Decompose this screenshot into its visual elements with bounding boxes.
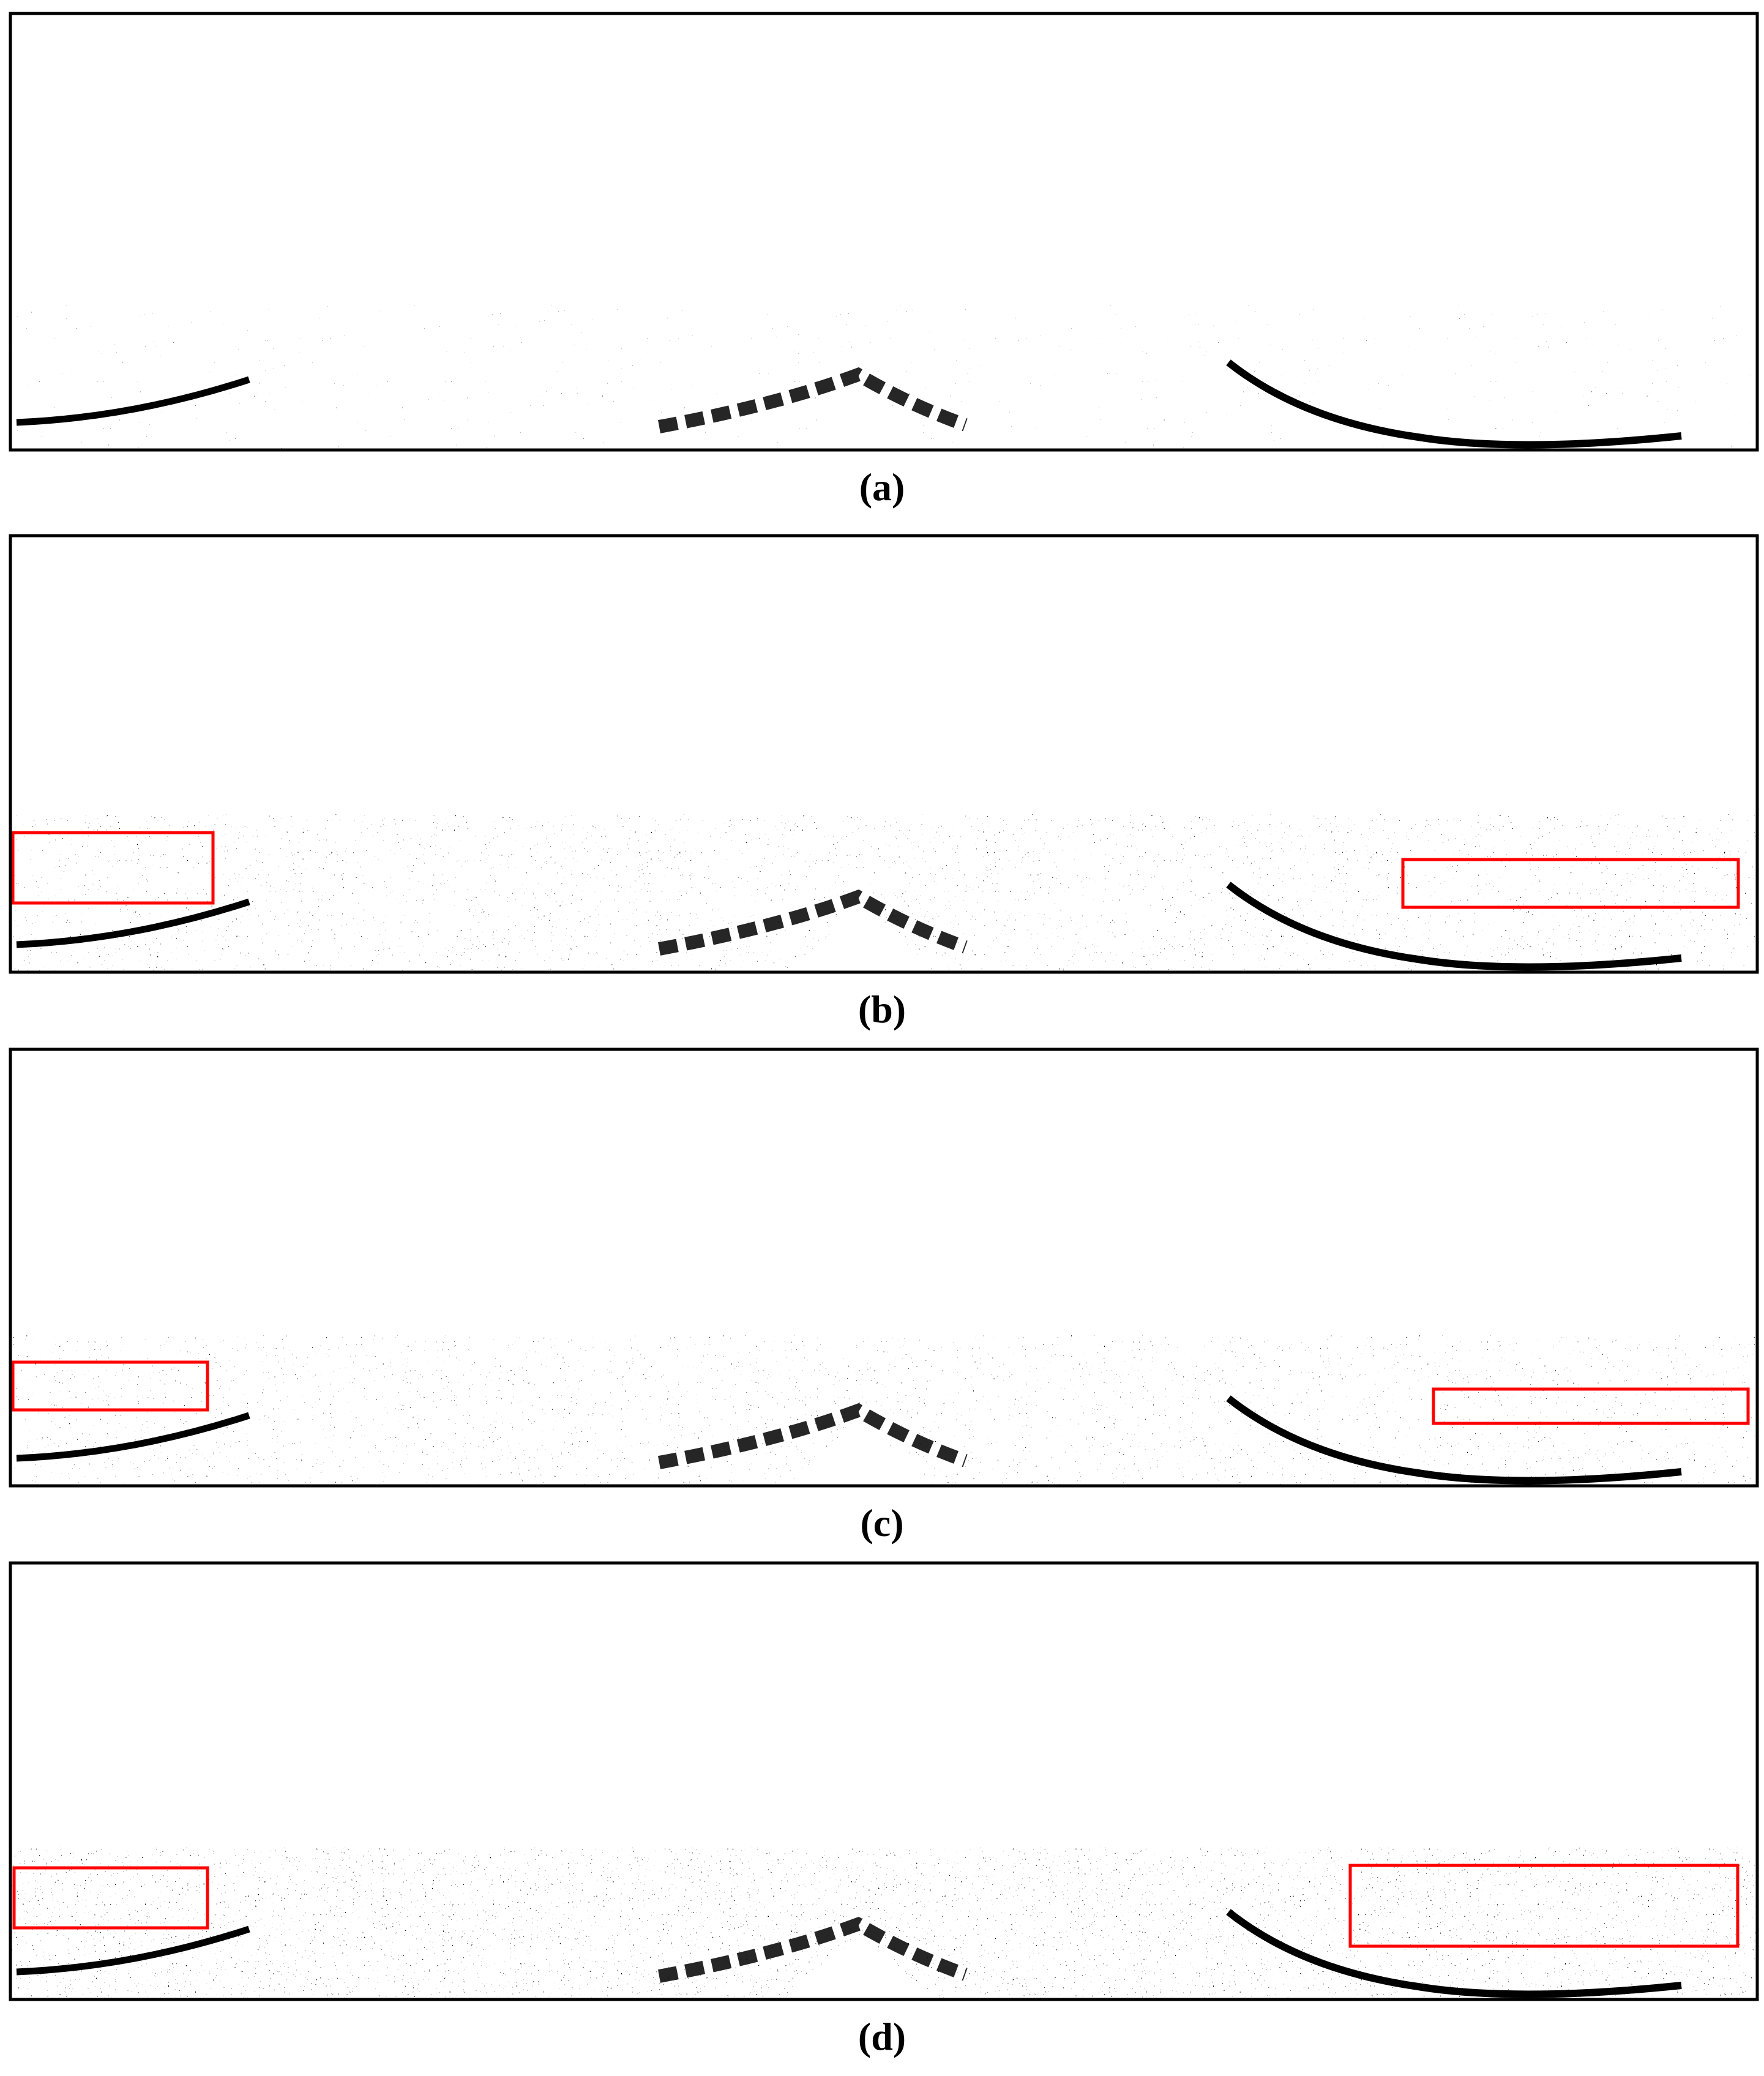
panel-label: (a) [859,465,905,509]
right-curve [1226,359,1682,449]
highlight-box [1432,1387,1750,1425]
panel-border [9,12,1759,452]
left-curve [16,898,250,948]
panel [9,1561,1759,2001]
highlight-box [11,831,215,905]
highlight-box [1348,1864,1740,1948]
panel [9,1047,1759,1488]
highlight-box [12,1866,209,1930]
highlight-box [11,1360,209,1412]
highlight-box [1401,858,1740,909]
center-mound [658,1916,968,1983]
panel-label: (d) [858,2015,906,2058]
clear-hill [788,906,935,972]
panel [9,12,1759,452]
right-curve [1226,1395,1682,1485]
left-curve [16,1412,250,1462]
panel-border [9,534,1759,974]
left-curve [16,376,250,426]
center-mound [658,1403,968,1469]
clear-hill [788,1420,935,1486]
center-mound [658,367,968,433]
right-curve [1226,1909,1682,1998]
left-curve [16,1925,250,1976]
panel [9,534,1759,974]
panel-border [9,1047,1759,1488]
panel-label: (b) [858,987,906,1031]
panel-border [9,1561,1759,2001]
clear-hill [788,1933,935,1999]
right-curve [1226,882,1682,971]
clear-hill [788,384,935,450]
panel-label: (c) [860,1501,903,1545]
center-mound [658,889,968,956]
